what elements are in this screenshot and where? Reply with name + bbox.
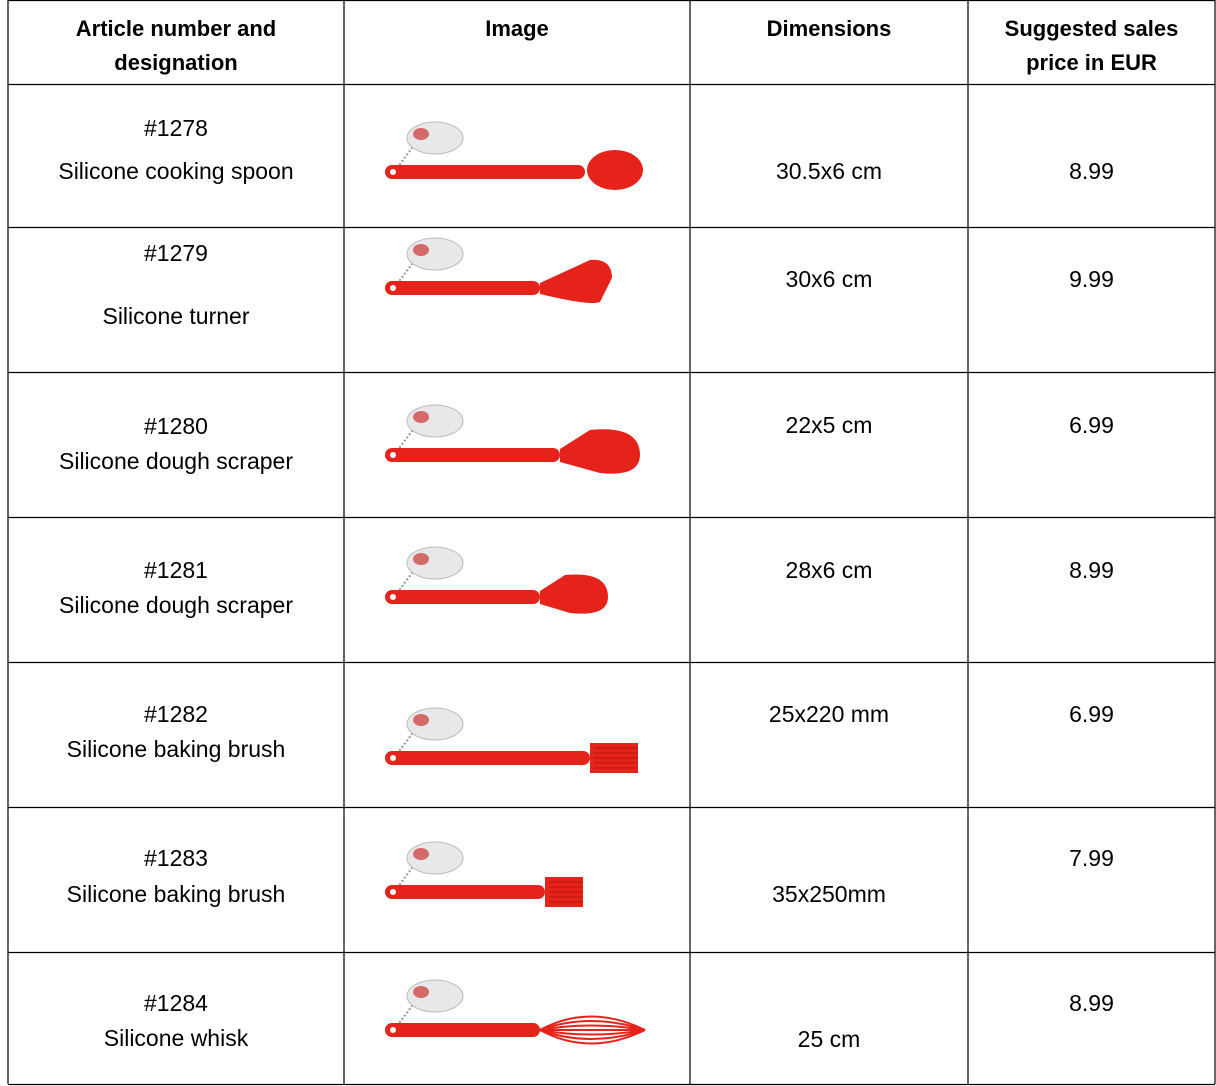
article-number: #1278 (144, 115, 208, 141)
article-number: #1284 (144, 990, 208, 1016)
hole (390, 285, 396, 291)
dimensions: 22x5 cm (786, 412, 873, 438)
wire (539, 1029, 646, 1036)
price: 8.99 (1069, 557, 1114, 583)
dimensions: 25x220 mm (769, 701, 889, 727)
hole (390, 452, 396, 458)
designation: Silicone baking brush (67, 881, 286, 907)
tag-logo (413, 553, 429, 565)
price: 6.99 (1069, 412, 1114, 438)
header-cell: Image (485, 16, 549, 41)
product-image (385, 237, 612, 303)
article-number: #1283 (144, 845, 208, 871)
tag-logo (413, 411, 429, 423)
head (540, 259, 612, 303)
chain (396, 863, 416, 889)
price: 8.99 (1069, 158, 1114, 184)
handle (385, 885, 545, 899)
tag-logo (413, 244, 429, 256)
handle (385, 590, 540, 604)
hole (390, 889, 396, 895)
wire (539, 1029, 646, 1045)
header-cell: designation (114, 50, 237, 75)
designation: Silicone dough scraper (59, 592, 293, 618)
dimensions: 35x250mm (772, 881, 886, 907)
dimensions: 25 cm (798, 1026, 861, 1052)
wire (539, 1024, 646, 1031)
product-image (385, 121, 643, 190)
designation: Silicone baking brush (67, 736, 286, 762)
head (540, 574, 608, 614)
tag-logo (413, 714, 429, 726)
hole (390, 1027, 396, 1033)
dimensions: 30x6 cm (786, 266, 873, 292)
tag-logo (413, 986, 429, 998)
header-cell: Article number and (76, 16, 276, 41)
hole (390, 755, 396, 761)
head (587, 150, 643, 190)
designation: Silicone whisk (104, 1025, 249, 1051)
wire (539, 1020, 646, 1031)
article-number: #1280 (144, 413, 208, 439)
designation: Silicone dough scraper (59, 448, 293, 474)
hole (390, 169, 396, 175)
chain (396, 568, 416, 594)
chain (396, 143, 416, 169)
handle (385, 165, 585, 179)
designation: Silicone turner (102, 303, 249, 329)
hole (390, 594, 396, 600)
wire (539, 1015, 646, 1031)
product-image (385, 546, 608, 614)
product-image (385, 404, 640, 474)
header-cell: Dimensions (767, 16, 892, 41)
dimensions: 30.5x6 cm (776, 158, 882, 184)
wire (539, 1029, 646, 1040)
article-number: #1281 (144, 557, 208, 583)
chain (396, 729, 416, 755)
handle (385, 448, 560, 462)
product-image (385, 841, 583, 907)
price: 6.99 (1069, 701, 1114, 727)
handle (385, 1023, 540, 1037)
tag-logo (413, 848, 429, 860)
chain (396, 259, 416, 285)
chain (396, 1001, 416, 1027)
product-image (385, 707, 638, 773)
price: 9.99 (1069, 266, 1114, 292)
dimensions: 28x6 cm (786, 557, 873, 583)
handle (385, 751, 590, 765)
article-number: #1279 (144, 240, 208, 266)
head (560, 429, 640, 474)
product-image (385, 979, 646, 1045)
header-cell: price in EUR (1026, 50, 1157, 75)
article-number: #1282 (144, 701, 208, 727)
designation: Silicone cooking spoon (58, 158, 293, 184)
price: 7.99 (1069, 845, 1114, 871)
handle (385, 281, 540, 295)
tag-logo (413, 128, 429, 140)
chain (396, 426, 416, 452)
header-cell: Suggested sales (1005, 16, 1179, 41)
price: 8.99 (1069, 990, 1114, 1016)
